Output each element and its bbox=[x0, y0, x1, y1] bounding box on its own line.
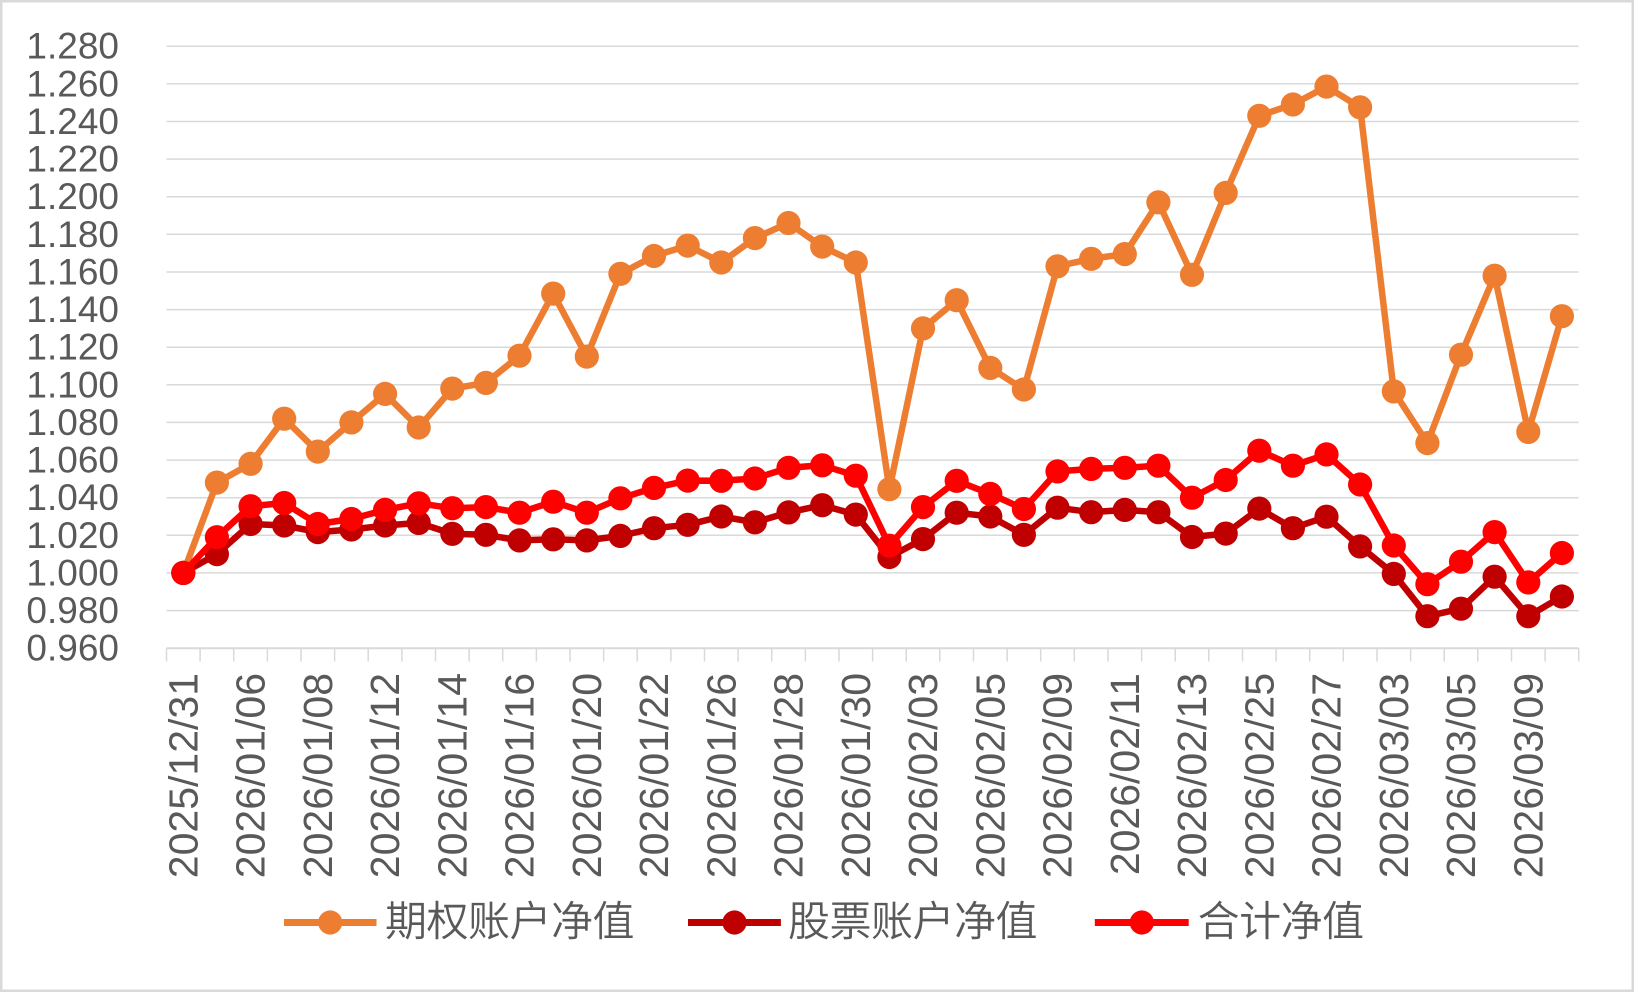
svg-text:2025/12/31: 2025/12/31 bbox=[160, 673, 206, 878]
svg-text:0.960: 0.960 bbox=[26, 628, 119, 669]
svg-text:1.040: 1.040 bbox=[26, 477, 119, 518]
svg-text:2026/02/05: 2026/02/05 bbox=[967, 673, 1013, 878]
svg-text:2026/01/22: 2026/01/22 bbox=[631, 673, 677, 878]
svg-text:2026/02/13: 2026/02/13 bbox=[1169, 673, 1215, 878]
svg-text:1.100: 1.100 bbox=[26, 364, 119, 405]
svg-text:1.220: 1.220 bbox=[26, 139, 119, 180]
svg-text:1.260: 1.260 bbox=[26, 63, 119, 104]
svg-text:2026/01/16: 2026/01/16 bbox=[497, 673, 543, 878]
svg-text:2026/01/12: 2026/01/12 bbox=[362, 673, 408, 878]
svg-text:0.980: 0.980 bbox=[26, 590, 119, 631]
svg-text:2026/02/03: 2026/02/03 bbox=[900, 673, 946, 878]
svg-text:2026/02/25: 2026/02/25 bbox=[1236, 673, 1282, 878]
svg-text:1.280: 1.280 bbox=[26, 26, 119, 67]
svg-text:1.080: 1.080 bbox=[26, 402, 119, 443]
svg-text:1.240: 1.240 bbox=[26, 101, 119, 142]
svg-text:2026/03/05: 2026/03/05 bbox=[1438, 673, 1484, 878]
svg-text:1.160: 1.160 bbox=[26, 252, 119, 293]
svg-text:2026/01/30: 2026/01/30 bbox=[833, 673, 879, 878]
svg-text:2026/02/11: 2026/02/11 bbox=[1102, 673, 1148, 875]
svg-text:1.020: 1.020 bbox=[26, 515, 119, 556]
svg-text:2026/01/28: 2026/01/28 bbox=[766, 673, 812, 878]
svg-text:1.000: 1.000 bbox=[26, 552, 119, 593]
svg-text:2026/01/26: 2026/01/26 bbox=[698, 673, 744, 878]
svg-text:1.140: 1.140 bbox=[26, 289, 119, 330]
svg-text:2026/01/06: 2026/01/06 bbox=[228, 673, 274, 878]
svg-text:1.060: 1.060 bbox=[26, 440, 119, 481]
svg-text:2026/03/03: 2026/03/03 bbox=[1371, 673, 1417, 878]
svg-text:2026/02/09: 2026/02/09 bbox=[1035, 673, 1081, 878]
svg-text:2026/01/20: 2026/01/20 bbox=[564, 673, 610, 878]
svg-text:2026/01/08: 2026/01/08 bbox=[295, 673, 341, 878]
svg-text:2026/02/27: 2026/02/27 bbox=[1304, 673, 1350, 878]
svg-text:1.180: 1.180 bbox=[26, 214, 119, 255]
svg-text:2026/01/14: 2026/01/14 bbox=[429, 673, 475, 878]
svg-text:1.120: 1.120 bbox=[26, 327, 119, 368]
svg-text:1.200: 1.200 bbox=[26, 176, 119, 217]
svg-text:2026/03/09: 2026/03/09 bbox=[1505, 673, 1551, 878]
